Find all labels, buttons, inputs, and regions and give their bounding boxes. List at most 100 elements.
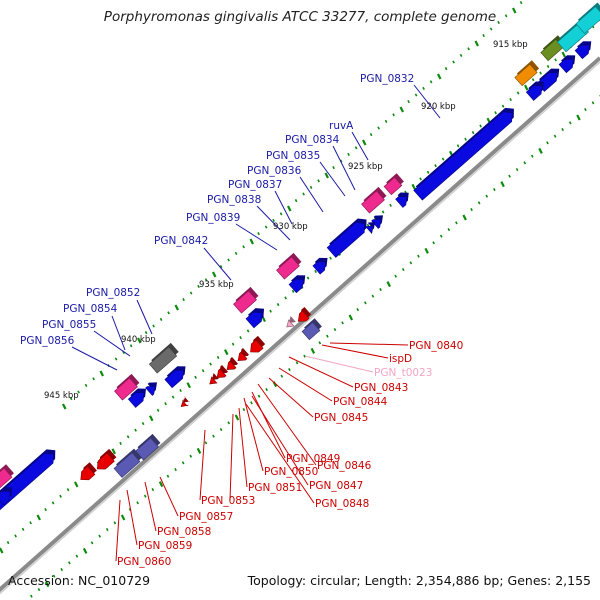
gene-label[interactable]: PGN_0842 [154,235,208,247]
tick-mark [209,362,212,366]
tick-mark [485,194,489,198]
tick-mark [422,86,425,90]
tick-mark [302,192,305,196]
tick-mark [197,284,200,288]
scale-label: 945 kbp [44,391,79,401]
gene-label[interactable]: ruvA [329,120,354,132]
tick-mark [553,134,557,138]
gene-label[interactable]: PGN_0845 [314,412,368,424]
gene-label[interactable]: ispD [389,353,412,365]
tick-mark [151,487,155,492]
gene-0834 [365,225,374,235]
tick-mark [174,467,177,472]
gene-label[interactable]: PGN_0856 [20,335,75,347]
tick-mark [30,594,33,598]
gene-0849-top [211,373,219,380]
leader-line [278,367,333,402]
gene-label[interactable]: PGN_0832 [360,73,414,85]
gene-label[interactable]: PGN_0847 [309,480,363,492]
gene-label[interactable]: PGN_0860 [117,556,171,568]
tick-mark [384,119,388,123]
gene-label[interactable]: PGN_0859 [138,540,192,552]
tick-mark [576,114,581,121]
tick-mark [276,302,280,307]
tick-mark [462,214,467,221]
tick-mark [426,170,430,174]
gene-0855 [127,392,145,408]
tick-mark [523,161,527,165]
gene-0834-top [367,222,376,230]
tick-mark [379,287,382,292]
tick-mark [354,146,358,150]
tick-mark [204,278,208,282]
tick-mark [77,390,80,394]
tick-mark [591,101,595,105]
gene-0846 [216,368,227,378]
scale-label: 935 kbp [199,280,234,290]
tick-mark [516,91,520,95]
gene-0844 [237,351,248,361]
gene-label[interactable]: PGN_0858 [157,526,211,538]
gene-0842 [245,311,263,329]
tick-mark [531,78,535,82]
tick-mark [310,347,316,354]
tick-mark [249,238,254,245]
accession-text: Accession: NC_010729 [8,573,151,588]
tick-mark [242,407,246,412]
tick-mark [174,304,179,311]
tick-mark [265,387,268,392]
tick-mark [105,527,109,532]
gene-label[interactable]: PGN_0853 [201,495,255,507]
gene-label[interactable]: PGN_0846 [317,460,372,472]
tick-mark [546,141,549,145]
gene-label[interactable]: PGN_0848 [315,498,369,510]
gene-label[interactable]: PGN_0855 [42,319,96,331]
gene-label[interactable]: PGN_0843 [354,382,408,394]
gene-label[interactable]: PGN_0836 [247,165,302,177]
gene-label[interactable]: PGN_0851 [248,482,302,494]
gene-label[interactable]: PGN_0834 [285,134,340,146]
tick-mark [196,447,202,454]
tick-mark [66,488,70,492]
gene-label[interactable]: PGN_0835 [266,150,320,162]
leader-line [319,161,346,197]
gene-label[interactable]: PGN_0854 [63,303,118,315]
gene-ruvA [395,196,408,208]
tick-mark [515,167,519,172]
gene-label[interactable]: PGN_0838 [207,194,261,206]
tick-mark [494,111,497,115]
gene-label[interactable]: PGN_0837 [228,179,282,191]
gene-label[interactable]: PGN_0849 [286,453,340,465]
tick-mark [288,367,291,372]
gene-label[interactable]: PGN_0840 [409,340,463,352]
gene-label[interactable]: PGN_0839 [186,212,240,224]
gene-label[interactable]: PGN_0850 [264,466,318,478]
gene-0860 [80,465,96,481]
tick-mark [182,298,185,302]
forward-gene-labels: PGN_0832 ruvA PGN_0834 PGN_0835 PGN_0836… [20,73,414,347]
tick-mark [347,152,350,156]
tick-mark [409,261,413,265]
tick-mark [242,245,245,249]
tick-mark [126,435,130,439]
scale-labels: 915 kbp 920 kbp 925 kbp 930 kbp 935 kbp … [44,40,528,401]
gene-label[interactable]: PGN_0852 [86,287,140,299]
tick-mark [471,131,475,135]
gene-label[interactable]: PGN_0857 [179,511,233,523]
gene-blue [574,44,590,60]
tick-mark [120,514,126,521]
tick-mark [317,179,320,183]
gene-0843 [250,339,264,353]
tick-mark [92,377,95,381]
tick-mark [62,403,67,410]
tick-mark [257,394,261,398]
leader-line [257,383,317,466]
tick-mark [224,349,229,356]
gene-label[interactable]: PGN_0844 [333,396,388,408]
gene-orange [514,63,538,87]
tick-mark [212,434,215,438]
tick-mark [401,267,405,272]
tick-mark [137,337,142,344]
gene-label[interactable]: PGN_t0023 [374,367,432,379]
